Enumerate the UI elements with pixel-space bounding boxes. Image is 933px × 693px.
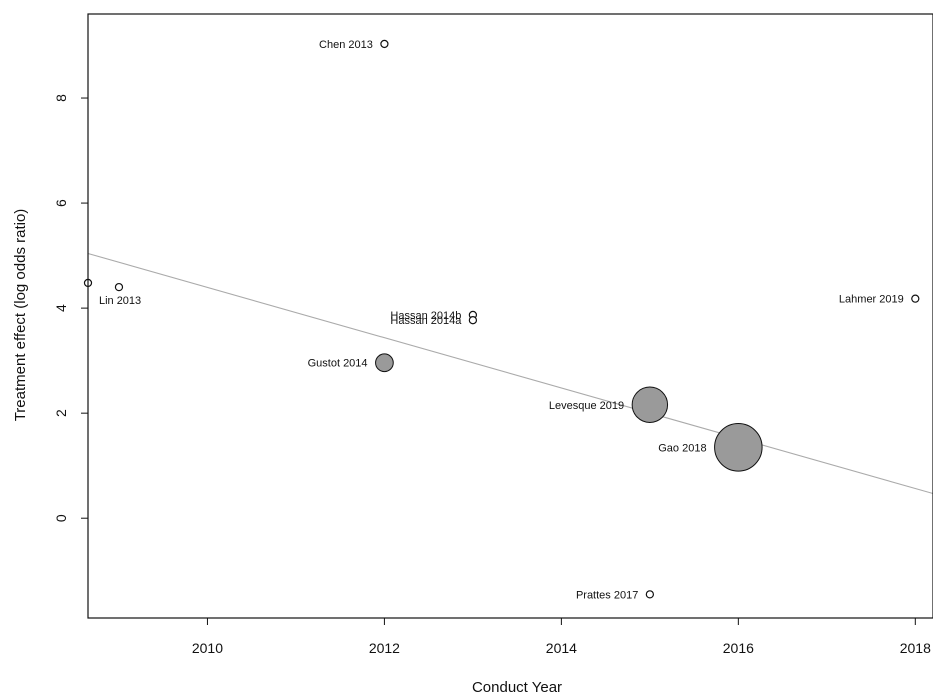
data-point — [375, 353, 394, 373]
data-point — [631, 386, 669, 423]
point-label: Lahmer 2019 — [839, 294, 904, 306]
y-tick-label: 6 — [53, 199, 69, 207]
point-label: Prattes 2017 — [576, 589, 638, 601]
x-tick-label: 2010 — [192, 640, 223, 656]
point-label: Hassan 2014a — [390, 315, 462, 327]
y-axis-title: Treatment effect (log odds ratio) — [12, 209, 29, 422]
regression-line — [87, 252, 933, 495]
x-tick-label: 2014 — [546, 640, 577, 656]
axis-ticks: 2010 2012 2014 2016 2018 0 2 4 6 8 — [53, 94, 931, 656]
x-axis-title: Conduct Year — [472, 679, 562, 693]
y-tick-label: 2 — [53, 409, 69, 417]
data-point — [714, 423, 763, 472]
data-point — [380, 39, 389, 49]
point-label: Lin 2013 — [99, 295, 141, 307]
point-label: Gustot 2014 — [308, 358, 368, 370]
point-label: Levesque 2019 — [549, 400, 624, 412]
point-label: Chen 2013 — [319, 39, 373, 51]
data-point — [114, 282, 124, 292]
y-tick-label: 4 — [53, 304, 69, 312]
data-point — [645, 590, 655, 599]
x-tick-label: 2016 — [723, 640, 754, 656]
data-point — [911, 294, 920, 303]
x-tick-label: 2012 — [369, 640, 400, 656]
y-tick-label: 8 — [53, 94, 69, 102]
x-tick-label: 2018 — [900, 640, 931, 656]
point-label: Hassan 2014b — [390, 310, 461, 322]
data-point — [468, 316, 478, 325]
plot-frame — [87, 13, 933, 619]
point-label: Gao 2018 — [658, 442, 706, 454]
y-tick-label: 0 — [53, 514, 69, 522]
data-points: Gao 2018 Levesque 2019 Gustot 2014 Chen 201… — [83, 39, 920, 601]
